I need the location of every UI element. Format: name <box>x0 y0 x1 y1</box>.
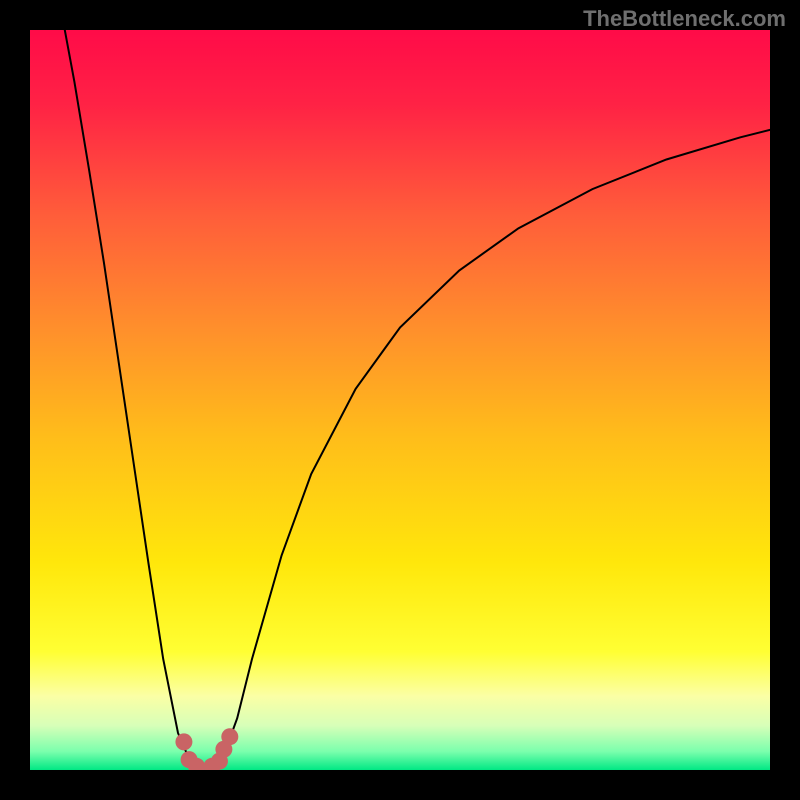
chart-canvas <box>0 0 800 800</box>
marker-point <box>175 733 192 750</box>
watermark-text: TheBottleneck.com <box>583 6 786 32</box>
marker-point <box>221 728 238 745</box>
bottleneck-chart: TheBottleneck.com <box>0 0 800 800</box>
